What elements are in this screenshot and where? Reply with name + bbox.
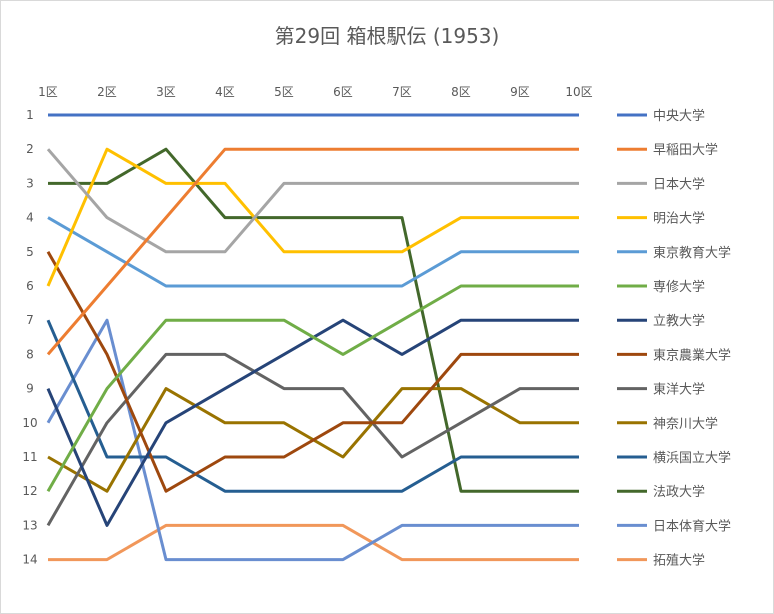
y-tick-label: 3 [26, 176, 34, 190]
x-tick-label: 3区 [156, 85, 176, 99]
y-tick-label: 9 [26, 382, 34, 396]
legend-label: 日本体育大学 [653, 518, 731, 534]
x-tick-label: 4区 [215, 85, 235, 99]
series-line [46, 147, 579, 356]
legend-label: 中央大学 [653, 108, 705, 124]
y-tick-label: 5 [26, 245, 34, 259]
legend-label: 東洋大学 [653, 382, 705, 398]
legend-label: 東京教育大学 [653, 245, 731, 261]
series-line [46, 318, 579, 527]
series-line [46, 284, 579, 492]
y-tick-label: 8 [26, 347, 34, 361]
x-tick-label: 8区 [451, 85, 471, 99]
x-tick-label: 6区 [333, 85, 353, 99]
y-tick-label: 1 [26, 108, 34, 122]
y-tick-label: 2 [26, 142, 34, 156]
series-line [46, 251, 579, 493]
series-line [46, 147, 579, 287]
legend-label: 拓殖大学 [653, 553, 705, 569]
x-tick-label: 2区 [97, 85, 117, 99]
y-tick-label: 10 [22, 416, 37, 430]
series-line [46, 319, 579, 493]
series-line [47, 216, 579, 288]
x-tick-label: 1区 [38, 85, 58, 99]
series-lines [46, 113, 579, 562]
y-tick-label: 13 [22, 518, 37, 532]
y-tick-label: 7 [26, 313, 34, 327]
series-line [46, 148, 579, 254]
chart-title: 第29回 箱根駅伝 (1953) [274, 24, 500, 48]
x-tick-label: 9区 [510, 85, 530, 99]
legend-label: 早稲田大学 [653, 142, 718, 158]
legend-label: 神奈川大学 [653, 416, 718, 432]
legend-label: 法政大学 [653, 484, 705, 500]
series-line [48, 523, 579, 562]
x-tick-label: 5区 [274, 85, 294, 99]
legend-label: 横浜国立大学 [653, 450, 731, 466]
y-tick-label: 12 [22, 484, 37, 498]
y-tick-label: 4 [26, 211, 34, 225]
x-tick-label: 7区 [392, 85, 412, 99]
legend: 中央大学早稲田大学日本大学明治大学東京教育大学専修大学立教大学東京農業大学東洋大… [617, 108, 731, 569]
x-tick-label: 10区 [565, 85, 592, 99]
legend-label: 専修大学 [653, 279, 705, 295]
y-tick-label: 11 [22, 450, 37, 464]
x-axis-ticks: 1区 2区 3区 4区 5区 6区 7区 8区 9区 10区 [38, 85, 592, 99]
legend-label: 日本大学 [653, 176, 705, 192]
legend-label: 明治大学 [653, 211, 705, 227]
legend-label: 立教大学 [653, 313, 705, 329]
series-line [46, 352, 579, 527]
y-tick-label: 14 [22, 553, 37, 567]
y-tick-label: 6 [26, 279, 34, 293]
legend-label: 東京農業大学 [653, 347, 731, 363]
